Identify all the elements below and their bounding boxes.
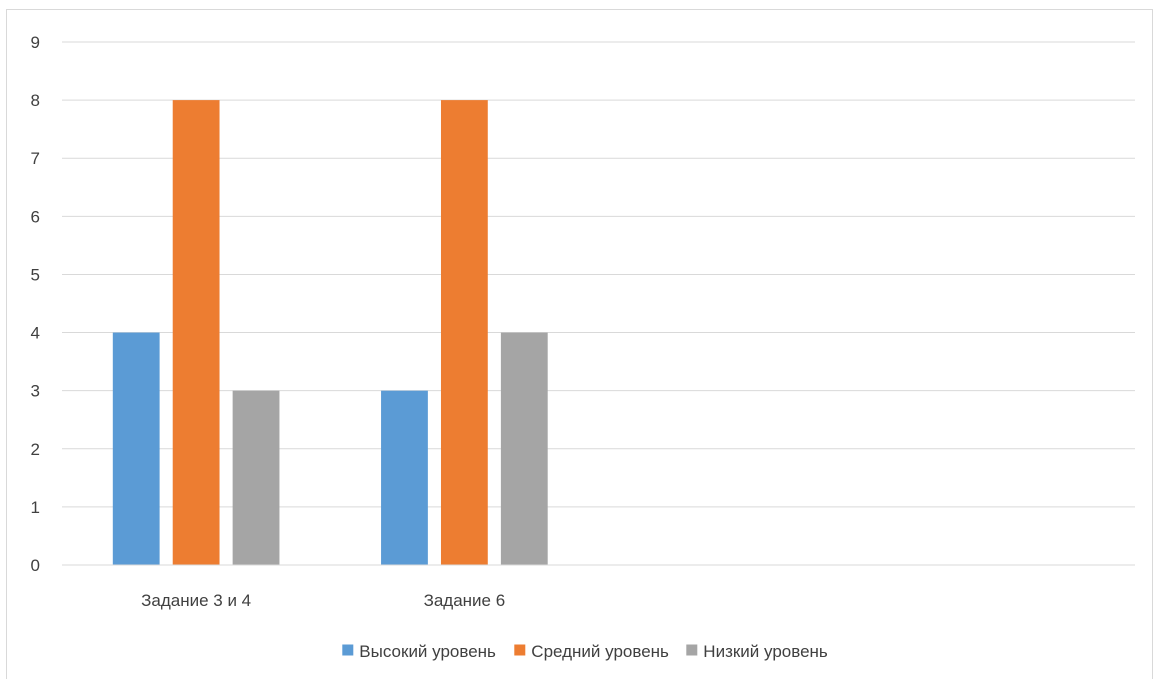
legend: Высокий уровень Средний уровень Низкий уро… [342,642,828,661]
y-tick-label: 6 [31,207,40,226]
bar [112,332,160,565]
y-tick-label: 5 [31,265,40,284]
y-tick-label: 1 [31,498,40,517]
y-tick-label: 8 [31,91,40,110]
x-tick-label: Задание 3 и 4 [141,591,251,610]
legend-label: Средний уровень [531,642,669,661]
y-tick-label: 4 [31,324,40,343]
bar [172,100,220,565]
legend-label: Низкий уровень [703,642,828,661]
bar [381,390,428,565]
y-tick-label: 3 [31,382,40,401]
y-tick-label: 9 [31,33,40,52]
legend-label: Высокий уровень [359,642,496,661]
chart-frame [6,9,1153,679]
legend-swatch [686,644,698,656]
bar [500,332,548,565]
x-axis-tick-labels: Задание 3 и 4 Задание 6 [141,591,505,610]
bars [112,100,548,565]
bar [232,390,280,565]
y-tick-label: 7 [31,149,40,168]
y-tick-label: 0 [31,556,40,575]
y-axis-tick-labels: 0 1 2 3 4 5 6 7 8 9 [31,33,40,575]
y-tick-label: 2 [31,440,40,459]
x-tick-label: Задание 6 [424,591,506,610]
legend-swatch [514,644,526,656]
bar [440,100,488,565]
legend-swatch [342,644,354,656]
gridlines [62,41,1135,508]
